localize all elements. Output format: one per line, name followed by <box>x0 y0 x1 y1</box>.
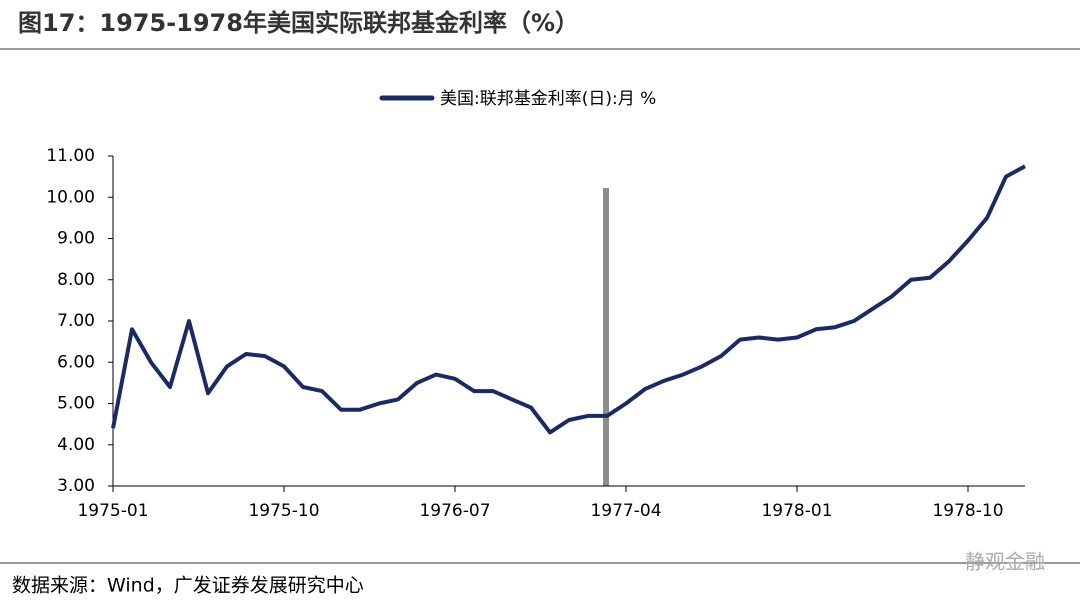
y-tick-label: 8.00 <box>57 270 95 290</box>
watermark: 静观金融 <box>965 550 1045 574</box>
source: 数据来源：Wind，广发证券发展研究中心 <box>12 575 364 597</box>
x-tick-label: 1975-01 <box>77 501 148 521</box>
x-tick-label: 1977-04 <box>590 501 661 521</box>
y-tick-label: 7.00 <box>57 311 95 331</box>
x-tick-label: 1976-07 <box>419 501 490 521</box>
title: 图17：1975-1978年美国实际联邦基金利率（%） <box>18 9 579 37</box>
y-tick-label: 9.00 <box>57 229 95 249</box>
x-tick-label: 1978-01 <box>761 501 832 521</box>
y-tick-label: 3.00 <box>57 476 95 496</box>
x-tick-label: 1978-10 <box>932 501 1003 521</box>
y-tick-label: 11.00 <box>46 146 95 166</box>
line-series <box>111 164 1026 435</box>
y-tick-label: 6.00 <box>57 352 95 372</box>
legend-label: 美国:联邦基金利率(日):月 % <box>440 89 656 109</box>
x-tick-label: 1975-10 <box>248 501 319 521</box>
reference-line <box>603 188 609 486</box>
y-tick-label: 10.00 <box>46 187 95 207</box>
y-tick-label: 4.00 <box>57 435 95 455</box>
y-tick-label: 5.00 <box>57 394 95 414</box>
